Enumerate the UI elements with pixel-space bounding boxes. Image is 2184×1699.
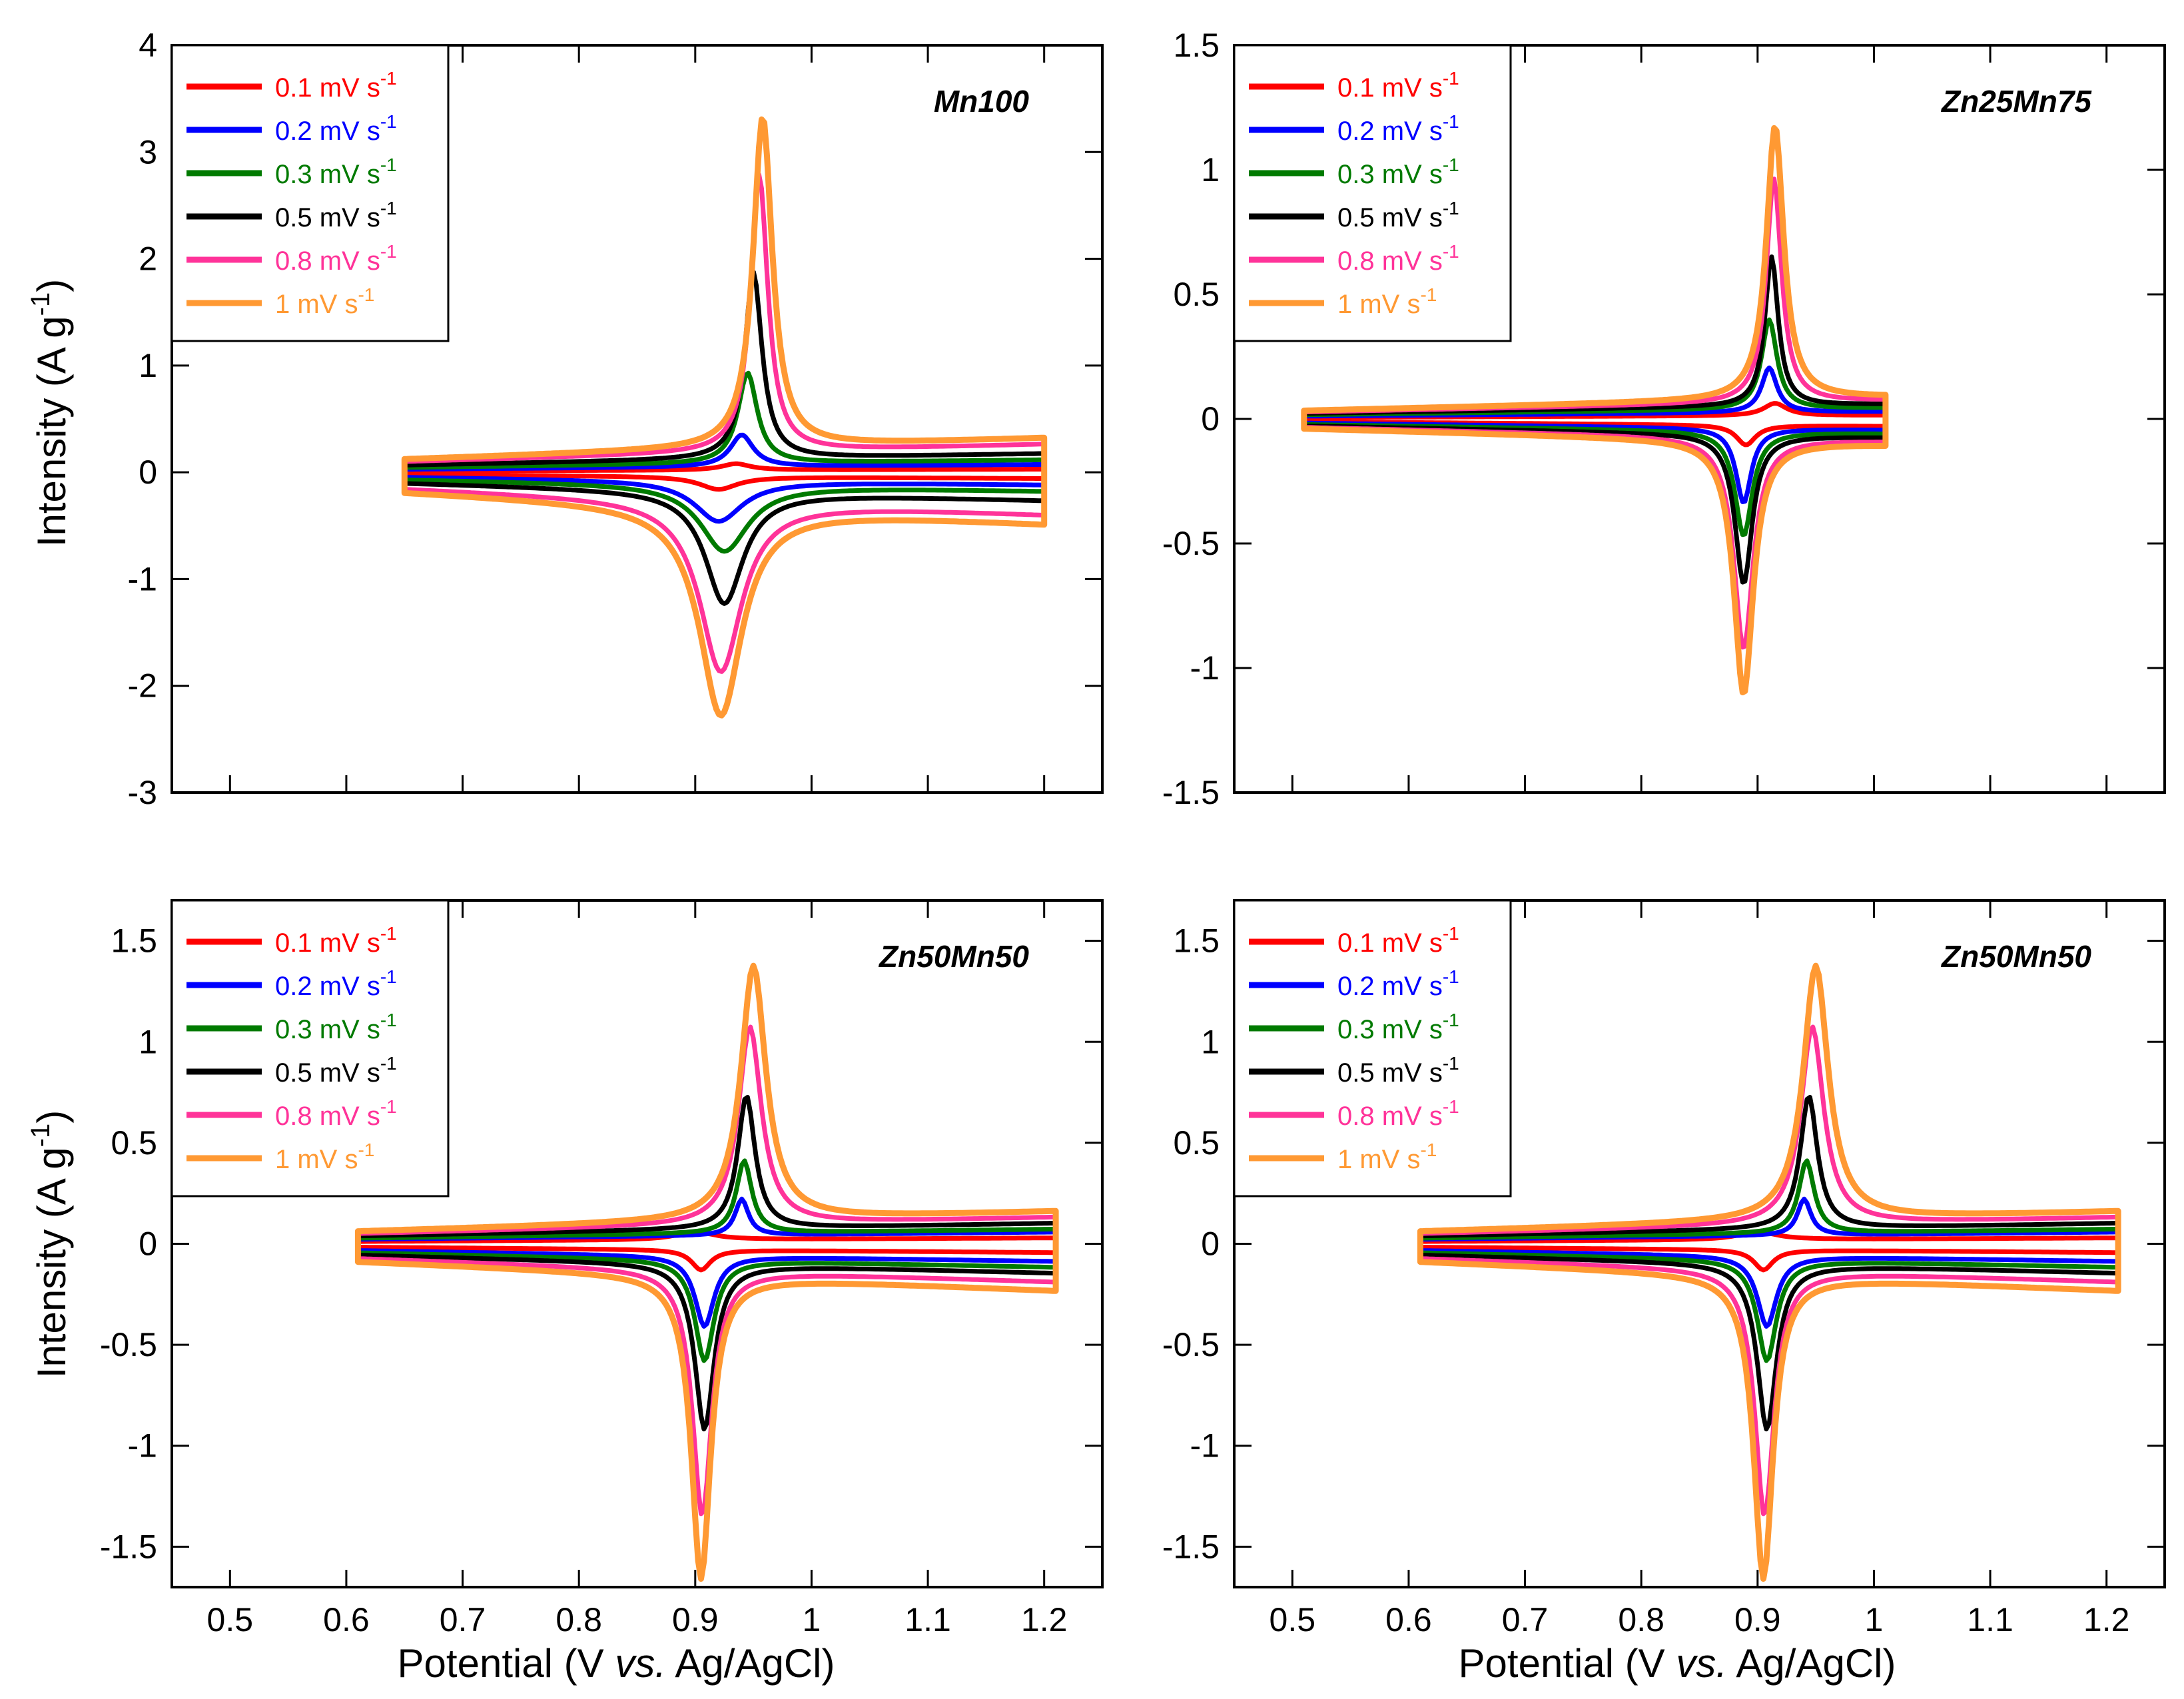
panel-title: Zn25Mn75	[1940, 84, 2092, 119]
x-tick-label: 1.2	[2083, 1601, 2130, 1638]
plot-frame	[171, 899, 1104, 1588]
x-tick-label: 0.7	[440, 1601, 486, 1638]
y-tick-label: 1	[1201, 151, 1220, 188]
legend: 0.1 mV s-1 0.2 mV s-1 0.3 mV s-1 0.5 mV s-1…	[1233, 899, 1512, 1197]
y-tick-label: -1.5	[100, 1528, 157, 1565]
legend-label: 0.2 mV s-1	[1337, 966, 1459, 1001]
plot-frame	[171, 44, 1104, 794]
legend-label: 0.2 mV s-1	[1337, 111, 1459, 146]
cv-curve-1-mv-s-1	[401, 116, 1048, 719]
legend-label: 0.3 mV s-1	[1337, 1010, 1459, 1044]
y-tick-label: -3	[128, 774, 157, 811]
y-tick-label: -2	[128, 667, 157, 705]
x-tick-label: 0.8	[1618, 1601, 1664, 1638]
x-tick-label: 0.8	[555, 1601, 602, 1638]
y-tick-label: 0.5	[1173, 276, 1220, 313]
series-group	[1301, 125, 1889, 695]
panel-3-zn50mn50: -1.5 -1 -0.5 0 0.5 1 1.5 0.5 0.6 0.7 0.8 0.9 1 1.1 1.2…	[100, 899, 1104, 1638]
panel-title: Zn50Mn50	[878, 939, 1029, 974]
x-tick-label: 0.6	[323, 1601, 370, 1638]
y-tick-label: 1.5	[1173, 922, 1220, 960]
series-group	[1417, 962, 2121, 1582]
legend-label: 0.5 mV s-1	[1337, 1053, 1459, 1088]
y-tick-label: -1.5	[1162, 1528, 1220, 1565]
legend-label: 0.1 mV s-1	[275, 923, 397, 958]
panel-1-mn100: -3 -2 -1 0 1 2 3 4 0.1 mV s-1 0.2 mV s-1 0.3 mV s-…	[128, 27, 1104, 811]
legend-label: 0.5 mV s-1	[275, 198, 397, 232]
y-tick-label: -0.5	[100, 1326, 157, 1363]
plot-frame	[1233, 899, 2166, 1588]
y-tick-label: 0	[1201, 1225, 1220, 1263]
panel-2-zn25mn75: -1.5-1-0.500.511.50.1 mV s-10.2 mV s-10.…	[1162, 27, 2166, 811]
legend-label: 0.1 mV s-1	[1337, 923, 1459, 958]
legend-label: 0.3 mV s-1	[275, 1010, 397, 1044]
y-tick-label: 1	[139, 347, 157, 384]
legend: 0.1 mV s-1 0.2 mV s-1 0.3 mV s-1 0.5 mV s-1…	[171, 899, 450, 1197]
panel-4-zn50mn50: -1.5 -1 -0.5 0 0.5 1 1.5 0.5 0.6 0.7 0.8 0.9 1 1.1 1.2…	[1162, 899, 2166, 1638]
legend-label: 0.5 mV s-1	[1337, 198, 1459, 232]
legend-label: 0.8 mV s-1	[275, 241, 397, 276]
legend-label: 0.3 mV s-1	[1337, 155, 1459, 189]
y-axis-title: Intensity (A g-1)	[26, 279, 74, 547]
y-tick-label: 0	[139, 1225, 157, 1263]
x-tick-label: 1.1	[1967, 1601, 2013, 1638]
panel-title: Mn100	[934, 84, 1030, 119]
y-tick-label: 0.5	[111, 1124, 157, 1162]
y-tick-label: 4	[139, 27, 157, 64]
legend-label: 0.8 mV s-1	[275, 1096, 397, 1131]
series-group	[354, 962, 1059, 1582]
legend-label: 0.1 mV s-1	[1337, 68, 1459, 103]
y-tick-label: 3	[139, 133, 157, 170]
x-tick-label: 1.2	[1021, 1601, 1068, 1638]
x-tick-label: 0.5	[1270, 1601, 1316, 1638]
cv-curve-1-mv-s-1	[1301, 125, 1889, 695]
legend-label: 0.8 mV s-1	[1337, 1096, 1459, 1131]
legend-label: 0.2 mV s-1	[275, 966, 397, 1001]
x-tick-label: 0.6	[1385, 1601, 1432, 1638]
x-tick-label: 1	[803, 1601, 821, 1638]
legend-label: 0.2 mV s-1	[275, 111, 397, 146]
legend-box	[1233, 44, 1512, 342]
y-tick-label: 1.5	[1173, 27, 1220, 64]
y-tick-label: -1	[128, 560, 157, 597]
cv-curve-1-mv-s-1	[1417, 962, 2121, 1582]
y-tick-label: -1	[128, 1427, 157, 1465]
legend: 0.1 mV s-1 0.2 mV s-1 0.3 mV s-1 0.5 mV s-1…	[1233, 44, 1512, 342]
y-tick-label: -0.5	[1162, 525, 1220, 562]
x-tick-label: 0.5	[207, 1601, 254, 1638]
x-tick-label: 0.9	[672, 1601, 719, 1638]
legend-box	[1233, 899, 1512, 1197]
panel-title: Zn50Mn50	[1940, 939, 2091, 974]
y-tick-label: 1	[1201, 1023, 1220, 1060]
legend-label: 0.3 mV s-1	[275, 155, 397, 189]
y-tick-label: 1	[139, 1023, 157, 1060]
x-tick-label: 1	[1865, 1601, 1884, 1638]
legend-label: 0.5 mV s-1	[275, 1053, 397, 1088]
series-group	[401, 116, 1048, 719]
x-axis-title: Potential (V vs. Ag/AgCl)	[1459, 1641, 1896, 1686]
cv-curve-1-mv-s-1	[354, 962, 1059, 1582]
y-tick-label: 2	[139, 240, 157, 278]
legend-label: 0.8 mV s-1	[1337, 241, 1459, 276]
y-axis-title: Intensity (A g-1)	[26, 1110, 74, 1378]
y-tick-label: -1	[1190, 649, 1220, 687]
legend-label: 0.1 mV s-1	[275, 68, 397, 103]
y-tick-label: 0	[1201, 400, 1220, 438]
y-tick-label: -0.5	[1162, 1326, 1220, 1363]
legend-box	[171, 899, 450, 1197]
legend: 0.1 mV s-1 0.2 mV s-1 0.3 mV s-1 0.5 mV s-1…	[171, 44, 450, 342]
y-tick-label: -1.5	[1162, 774, 1220, 811]
x-tick-label: 0.7	[1502, 1601, 1549, 1638]
y-tick-label: -1	[1190, 1427, 1220, 1465]
y-tick-label: 0	[139, 454, 157, 491]
legend-box	[171, 44, 450, 342]
x-tick-label: 1.1	[905, 1601, 951, 1638]
y-tick-label: 0.5	[1173, 1124, 1220, 1162]
y-tick-label: 1.5	[111, 922, 157, 960]
plot-frame	[1233, 44, 2166, 794]
x-tick-label: 0.9	[1734, 1601, 1781, 1638]
x-axis-title: Potential (V vs. Ag/AgCl)	[398, 1641, 835, 1686]
